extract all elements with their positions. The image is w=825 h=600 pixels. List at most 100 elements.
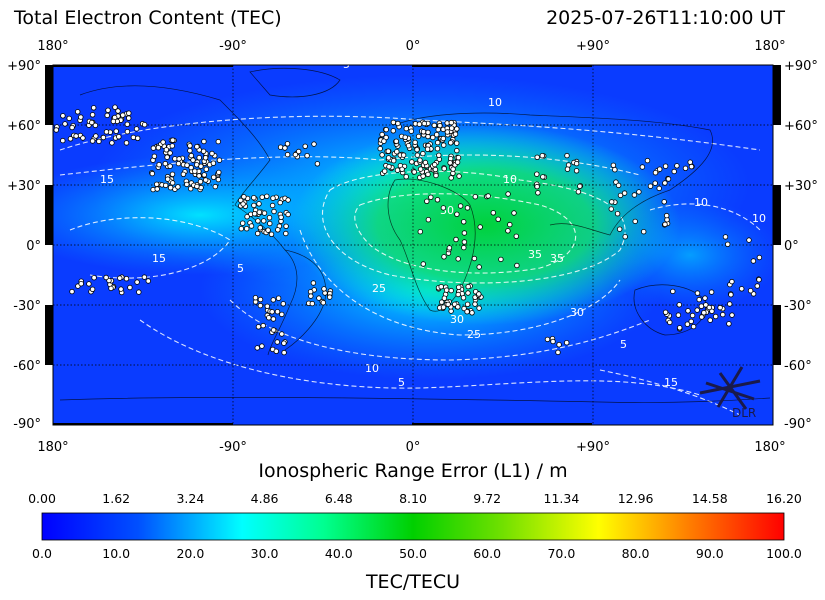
gnss-station-dot	[176, 156, 182, 162]
contour-label: 10	[365, 362, 379, 375]
gnss-station-dot	[267, 220, 273, 227]
lon-ticks-bottom: 180° -90° 0° +90° 180°	[37, 440, 785, 455]
gnss-station-dot	[610, 162, 617, 168]
gnss-station-dot	[277, 199, 283, 206]
gnss-station-dot	[201, 138, 207, 145]
gnss-station-dot	[127, 284, 133, 291]
gnss-station-dot	[187, 143, 193, 149]
gnss-station-dot	[210, 174, 217, 180]
gnss-station-dot	[443, 287, 450, 293]
gnss-station-dot	[708, 289, 715, 295]
gnss-station-dot	[472, 193, 478, 200]
gnss-station-dot	[192, 168, 198, 174]
gnss-station-dot	[614, 210, 621, 217]
gnss-station-dot	[425, 216, 432, 223]
gnss-station-dot	[454, 147, 460, 154]
gnss-station-dot	[726, 321, 732, 327]
lon-tick: 180°	[754, 39, 785, 54]
gnss-station-dot	[155, 144, 162, 151]
gnss-station-dot	[162, 160, 168, 167]
gnss-station-dot	[412, 139, 418, 146]
gnss-station-dot	[296, 148, 302, 155]
gnss-station-dot	[266, 315, 272, 321]
gnss-station-dot	[277, 144, 284, 150]
gnss-station-dot	[555, 349, 561, 356]
gnss-station-dot	[124, 128, 131, 135]
gnss-station-dot	[180, 171, 187, 177]
gnss-station-dot	[237, 197, 244, 204]
gnss-station-dot	[194, 183, 200, 190]
gnss-station-dot	[203, 166, 209, 172]
gnss-station-dot	[118, 286, 124, 292]
lat-tick: +90°	[7, 59, 41, 74]
lat-tick: -60°	[13, 359, 41, 374]
gnss-station-dot	[167, 184, 174, 191]
gnss-station-dot	[117, 275, 123, 281]
gnss-station-dot	[264, 303, 270, 309]
gnss-station-dot	[464, 301, 471, 307]
gnss-station-dot	[674, 163, 680, 169]
gnss-station-dot	[201, 172, 207, 178]
gnss-station-dot	[402, 134, 408, 140]
colorbar-tick: 100.0	[766, 546, 802, 561]
gnss-station-dot	[448, 175, 454, 181]
gnss-station-dot	[308, 293, 314, 299]
gnss-station-dot	[67, 136, 74, 142]
gnss-station-dot	[202, 155, 209, 161]
gnss-station-dot	[539, 152, 545, 159]
gnss-station-dot	[385, 148, 391, 154]
colorbar-tick: 8.10	[399, 491, 427, 506]
gnss-station-dot	[283, 223, 289, 229]
map-border-segment	[53, 423, 233, 425]
gnss-station-dot	[273, 348, 279, 354]
gnss-station-dot	[657, 166, 663, 172]
gnss-station-dot	[403, 173, 409, 180]
gnss-station-dot	[720, 311, 726, 318]
gnss-station-dot	[399, 166, 405, 172]
gnss-station-dot	[193, 162, 200, 168]
gnss-station-dot	[187, 147, 193, 154]
gnss-station-dot	[251, 194, 257, 201]
gnss-station-dot	[390, 128, 396, 134]
gnss-station-dot	[255, 218, 261, 224]
gnss-station-dot	[456, 284, 462, 290]
graticule	[53, 65, 773, 425]
gnss-station-dot	[103, 129, 110, 135]
gnss-station-dot	[304, 152, 310, 159]
gnss-station-dot	[454, 211, 460, 217]
gnss-station-dot	[403, 125, 409, 132]
lat-tick: 0°	[784, 239, 799, 254]
gnss-station-dot	[89, 138, 96, 144]
gnss-station-dot	[750, 258, 757, 264]
gnss-station-dot	[251, 202, 257, 209]
gnss-station-dot	[495, 216, 501, 222]
gnss-station-dot	[432, 161, 438, 168]
gnss-station-dot	[243, 225, 250, 232]
gnss-station-dot	[564, 166, 571, 172]
gnss-station-dot	[123, 140, 130, 146]
gnss-station-dot	[652, 180, 658, 186]
gnss-station-dot	[420, 150, 426, 157]
gnss-station-dot	[622, 233, 628, 240]
gnss-station-dot	[444, 129, 451, 135]
gnss-station-dot	[631, 192, 638, 198]
gnss-station-dot	[270, 297, 276, 303]
gnss-station-dot	[667, 319, 673, 326]
gnss-station-dot	[169, 171, 176, 177]
gnss-station-dot	[377, 145, 383, 152]
gnss-station-dot	[90, 105, 97, 111]
gnss-station-dot	[408, 128, 414, 134]
gnss-station-dot	[275, 227, 281, 233]
contour-label: 5	[398, 376, 405, 389]
gnss-station-dot	[167, 150, 173, 156]
colorbar-tick: 20.0	[176, 546, 204, 561]
gnss-station-dot	[434, 131, 440, 138]
contour-label: 10	[694, 196, 708, 209]
gnss-station-dot	[284, 141, 291, 147]
colorbar-label: TEC/TECU	[365, 571, 460, 593]
gnss-station-dot	[255, 230, 261, 237]
gnss-station-dot	[550, 338, 556, 345]
contour-label: 10	[488, 96, 502, 109]
gnss-station-dot	[244, 213, 250, 220]
